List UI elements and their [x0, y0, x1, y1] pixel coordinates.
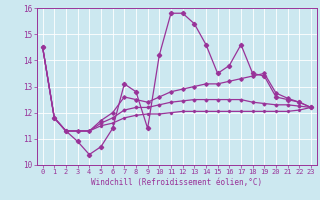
X-axis label: Windchill (Refroidissement éolien,°C): Windchill (Refroidissement éolien,°C) — [91, 178, 262, 187]
